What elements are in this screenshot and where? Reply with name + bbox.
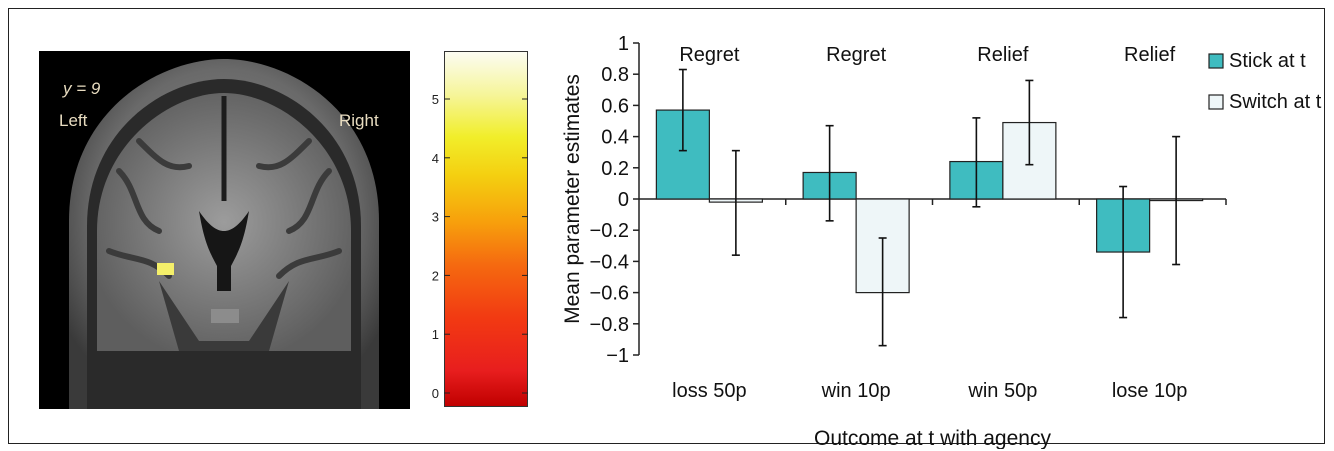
y-tick-label: 0.8 — [601, 64, 629, 86]
bar-chart: 1 0.8 0.6 0.4 0.2 0 −0.2 −0.4 −0.6 −0.8 −1 Mean par… — [561, 33, 1322, 449]
y-tick-label: 0 — [618, 189, 629, 211]
colorbar-tick-label: 1 — [432, 327, 439, 342]
colorbar: 0 1 2 3 4 5 — [432, 51, 540, 411]
legend-swatch — [1208, 53, 1224, 69]
x-category-label: win 10p — [821, 380, 891, 402]
y-tick-label: 0.2 — [601, 158, 629, 180]
colorbar-tick-label: 5 — [432, 92, 439, 107]
colorbar-tick-label: 2 — [432, 268, 439, 283]
right-hemisphere-label: Right — [339, 111, 379, 130]
y-tick-label: −0.2 — [590, 220, 629, 242]
y-tick-label: −0.8 — [590, 314, 629, 336]
y-axis-title: Mean parameter estimates — [561, 74, 584, 324]
legend-label: Switch at t — [1229, 91, 1322, 113]
figure-frame: y = 9 Left Right 0 1 2 3 4 5 1 0.8 0.6 0.4 0.2 0 −0… — [8, 8, 1325, 449]
brain-scan-drawing — [69, 59, 379, 409]
y-tick-label: 0.4 — [601, 127, 629, 149]
x-category-label: loss 50p — [672, 380, 747, 402]
colorbar-tick-label: 0 — [432, 386, 439, 401]
colorbar-gradient — [444, 51, 528, 407]
left-hemisphere-label: Left — [59, 111, 88, 130]
y-tick-label: −0.6 — [590, 283, 629, 305]
category-header: Relief — [1124, 44, 1176, 66]
colorbar-ticks: 0 1 2 3 4 5 — [432, 92, 528, 401]
x-category-label: lose 10p — [1112, 380, 1188, 402]
x-category-label: win 50p — [967, 380, 1037, 402]
colorbar-tick-label: 4 — [432, 151, 439, 166]
y-tick-label: −1 — [606, 345, 629, 367]
category-header: Regret — [826, 44, 886, 66]
y-tick-label: 1 — [618, 33, 629, 55]
category-header: Relief — [977, 44, 1029, 66]
x-axis-title: Outcome at t with agency — [814, 427, 1051, 449]
legend-swatch — [1208, 94, 1224, 110]
colorbar-tick-label: 3 — [432, 210, 439, 225]
category-header: Regret — [679, 44, 739, 66]
brain-scan-image: y = 9 Left Right — [39, 51, 410, 409]
legend-label: Stick at t — [1229, 50, 1306, 72]
slice-coordinate-label: y = 9 — [63, 79, 101, 98]
y-tick-label: 0.6 — [601, 95, 629, 117]
y-tick-label: −0.4 — [590, 251, 629, 273]
